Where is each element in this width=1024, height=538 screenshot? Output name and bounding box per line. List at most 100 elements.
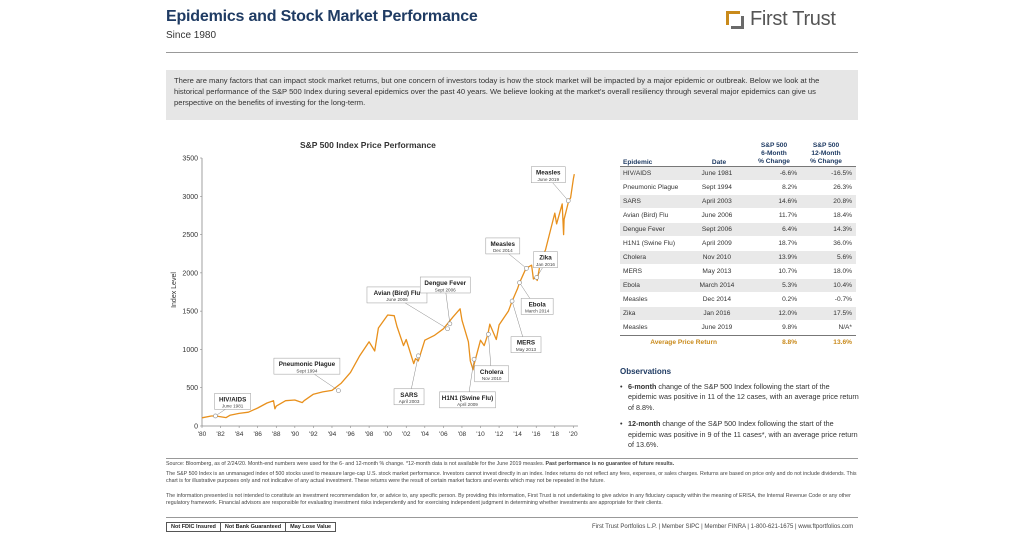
table-row: Dengue Fever Sept 2006 6.4% 14.3% — [620, 223, 856, 237]
col-6m-l2: 6-Month — [761, 150, 787, 157]
page-subtitle: Since 1980 — [166, 30, 217, 41]
callout-marker — [445, 326, 450, 332]
x-tick-label: '18 — [551, 431, 560, 438]
col-12m-l3: % Change — [810, 158, 842, 165]
cell-epidemic: MERS — [623, 268, 643, 275]
cell-date: Sept 1994 — [701, 184, 732, 191]
cell-6m: 12.0% — [778, 310, 798, 317]
callout-box — [439, 391, 496, 409]
table-row: Ebola March 2014 5.3% 10.4% — [620, 279, 856, 293]
table-row: Measles June 2019 9.8% N/A* — [620, 321, 856, 335]
x-tick-label: '08 — [458, 431, 467, 438]
callout-box — [366, 286, 428, 304]
cell-6m: 13.9% — [778, 254, 798, 261]
callout-name: MERS — [517, 340, 535, 347]
cell-epidemic: HIV/AIDS — [623, 170, 652, 177]
cell-12m: 36.0% — [833, 240, 852, 247]
callout-marker — [565, 198, 571, 204]
y-tick-label: 2000 — [182, 270, 198, 277]
table-row: MERS May 2013 10.7% 18.0% — [620, 265, 856, 279]
x-tick-label: '20 — [569, 431, 578, 438]
col-12m-l2: 12-Month — [811, 150, 841, 157]
x-tick-label: '82 — [216, 431, 225, 438]
cell-12m: 26.3% — [833, 184, 852, 191]
col-6m: S&P 500 6-Month % Change — [747, 142, 801, 166]
source-bold: Past performance is no guarantee of futu… — [544, 461, 675, 467]
x-tick-label: '96 — [346, 431, 355, 438]
cell-6m: 5.3% — [782, 282, 798, 289]
cell-12m: -16.5% — [831, 170, 852, 177]
table-row: SARS April 2003 14.6% 20.8% — [620, 195, 856, 209]
callout-marker — [509, 298, 515, 304]
col-6m-l1: S&P 500 — [760, 142, 788, 149]
y-tick-label: 3000 — [182, 194, 198, 201]
callout-name: HIV/AIDS — [219, 396, 246, 403]
cell-epidemic: Dengue Fever — [623, 226, 665, 233]
cell-epidemic: SARS — [623, 198, 641, 205]
observation-text: change of the S&P 500 Index following th… — [628, 419, 858, 449]
bullet-icon: • — [620, 381, 623, 391]
cell-date: May 2013 — [702, 268, 732, 275]
cell-date: Sept 2006 — [701, 226, 732, 233]
bullet-icon: • — [620, 419, 623, 428]
table-row: Cholera Nov 2010 13.9% 5.6% — [620, 251, 856, 265]
cell-epidemic: Measles — [623, 324, 648, 331]
y-tick-label: 500 — [186, 385, 198, 392]
callout-date: March 2014 — [525, 309, 550, 314]
callout-name: Zika — [539, 255, 552, 262]
col-date: Date — [711, 159, 727, 166]
cell-12m: 10.4% — [833, 282, 852, 289]
x-tick-label: '04 — [421, 431, 430, 438]
callout-marker — [447, 321, 453, 327]
bottom-divider — [166, 517, 858, 518]
cell-6m: 11.7% — [778, 212, 798, 219]
observation-bold: 12-month — [628, 419, 661, 428]
chart-title: S&P 500 Index Price Performance — [300, 140, 436, 150]
x-tick-label: '14 — [513, 431, 522, 438]
callout-name: Cholera — [480, 369, 504, 376]
cell-epidemic: Pneumonic Plague — [623, 184, 679, 191]
callout-marker — [524, 266, 529, 271]
col-epidemic: Epidemic — [623, 159, 653, 166]
table-row: Avian (Bird) Flu June 2006 11.7% 18.4% — [620, 209, 856, 223]
brand-logo: First Trust — [726, 8, 836, 31]
y-tick-label: 1000 — [182, 347, 198, 354]
callout-date: Jan 2016 — [536, 262, 555, 267]
observation-item: • 6-month change of the S&P 500 Index fo… — [620, 382, 860, 414]
table-row: Zika Jan 2016 12.0% 17.5% — [620, 307, 856, 321]
x-tick-label: '98 — [365, 431, 374, 438]
cell-epidemic: Measles — [623, 296, 648, 303]
y-tick-label: 1500 — [182, 309, 198, 316]
table-row: H1N1 (Swine Flu) April 2009 18.7% 36.0% — [620, 237, 856, 251]
cell-6m: -6.6% — [779, 170, 798, 177]
col-6m-l3: % Change — [758, 158, 790, 165]
cell-6m: 14.6% — [778, 198, 798, 205]
x-tick-label: '80 — [198, 431, 207, 438]
callout-name: Ebola — [529, 301, 547, 308]
col-12m-l1: S&P 500 — [812, 142, 840, 149]
table-row: Pneumonic Plague Sept 1994 8.2% 26.3% — [620, 181, 856, 195]
page-title: Epidemics and Stock Market Performance — [166, 8, 478, 25]
callout-box — [474, 365, 509, 383]
cell-12m: 5.6% — [836, 254, 852, 261]
cell-date: Nov 2010 — [702, 254, 732, 261]
observation-item: • 12-month change of the S&P 500 Index f… — [620, 419, 860, 451]
x-tick-label: '06 — [439, 431, 448, 438]
callout-box — [214, 393, 251, 410]
cell-12m: 18.0% — [833, 268, 852, 275]
callout-date: June 2006 — [386, 297, 408, 302]
average-12m: 13.6% — [833, 339, 852, 346]
callout-box — [533, 251, 558, 268]
callout-date: April 2003 — [399, 399, 420, 404]
callout-marker — [213, 413, 218, 419]
table-row: Measles Dec 2014 0.2% -0.7% — [620, 293, 856, 307]
cell-date: Dec 2014 — [702, 296, 732, 303]
disclosure-badges: Not FDIC Insured Not Bank Guaranteed May… — [166, 522, 337, 532]
